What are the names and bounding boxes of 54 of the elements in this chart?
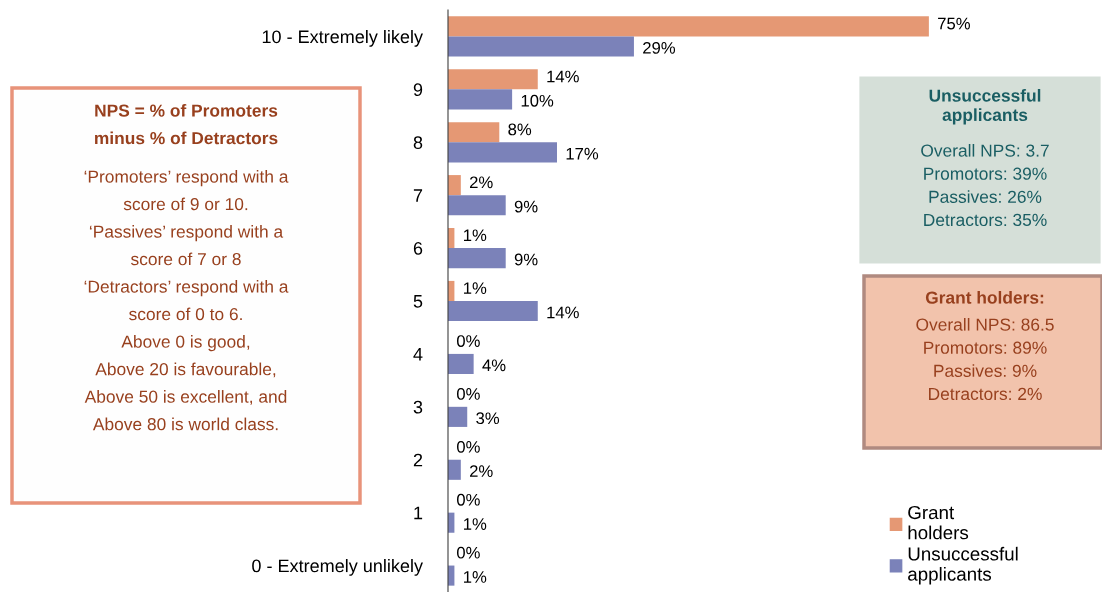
data-label: 9% (514, 253, 538, 266)
data-label: 2% (470, 176, 493, 189)
data-label: 29% (643, 41, 676, 54)
y-tick-label: 6 (413, 242, 423, 255)
y-tick-label: 3 (413, 400, 423, 414)
bar (448, 69, 538, 90)
data-label: 75% (938, 17, 970, 30)
bar (448, 36, 634, 57)
data-label: 0% (456, 493, 480, 506)
data-label: 8% (508, 123, 532, 136)
y-tick-label: 9 (413, 83, 423, 97)
annotation: Unsuccessful applicants (929, 89, 1041, 125)
bar (448, 122, 500, 143)
data-label: 14% (547, 70, 579, 83)
data-label: 1% (464, 282, 487, 294)
bar (448, 16, 929, 37)
bar (448, 142, 557, 163)
bar (448, 248, 506, 269)
data-label: 1% (464, 571, 487, 583)
y-tick-label: 4 (413, 348, 423, 361)
y-tick-label: 0 - Extremely unlikely (252, 559, 423, 576)
annotation: Overall NPS: 3.7 Promotors: 39% Passives: 26% Detractors: 35% (921, 144, 1049, 227)
data-label: 0% (456, 388, 480, 400)
annotation: Grant holders: (925, 291, 1044, 304)
data-label: 2% (470, 465, 493, 477)
bar (448, 175, 461, 196)
bar (448, 353, 474, 375)
data-label: 4% (482, 359, 506, 372)
data-label: 10% (521, 94, 554, 107)
data-label: 3% (476, 412, 500, 425)
bar (448, 89, 513, 110)
y-tick-label: 5 (413, 295, 423, 308)
data-label: 0% (456, 335, 480, 347)
text: ‘Promoters’ respond with a score of 9 or 10. ‘Passives’ respond with a score of 7 or 8 ‘Detractors’ respond with a score of 0 to 6. Above 0 is good, Above 20 is favourable, Above 50 is excellent, and Above 80 is world class. (84, 170, 289, 431)
text: NPS = % of Promoters minus % of Detractors (95, 104, 278, 145)
annotation: Overall NPS: 86.5 Promotors: 89% Passives: 9% Detractors: 2% (916, 318, 1054, 401)
y-tick-label: 2 (413, 453, 423, 467)
data-label: 1% (464, 229, 487, 242)
y-tick-label: 8 (413, 136, 423, 149)
bar (448, 301, 538, 322)
legend-label: Unsuccessful applicants (908, 546, 1018, 585)
data-label: 17% (566, 147, 599, 160)
bar (448, 195, 506, 216)
bar (448, 406, 468, 427)
bar (448, 459, 461, 480)
data-label: 9% (514, 200, 538, 213)
data-label: 0% (456, 546, 480, 559)
data-label: 1% (464, 518, 487, 530)
data-label: 0% (456, 440, 480, 453)
y-tick-label: 10 - Extremely likely (262, 29, 423, 47)
y-tick-label: 1 (414, 506, 423, 520)
data-label: 14% (547, 306, 579, 319)
y-tick-label: 7 (413, 189, 423, 202)
legend-label: Grant holders (908, 505, 969, 540)
